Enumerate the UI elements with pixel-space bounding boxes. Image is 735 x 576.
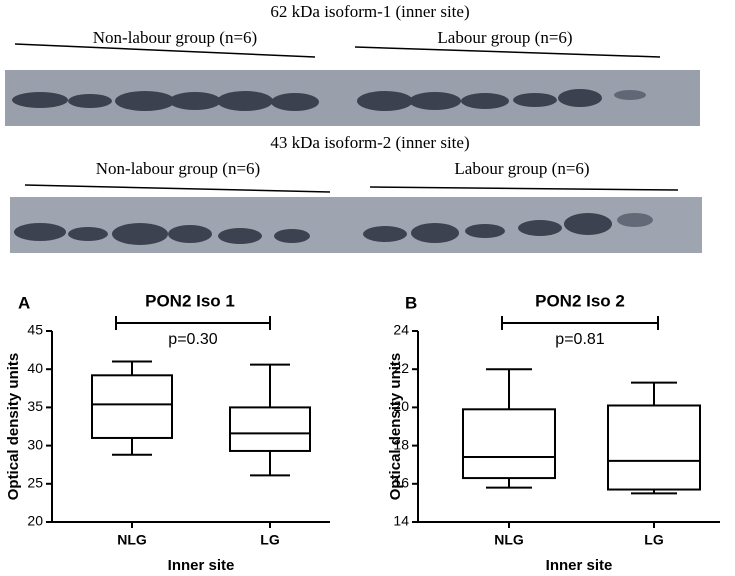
y-tick-label: 40 — [27, 360, 43, 376]
x-tick-label: LG — [260, 532, 280, 548]
x-tick-label: LG — [644, 532, 664, 548]
y-axis-label: Optical density units — [387, 353, 404, 501]
group-label: Non-labour group (n=6) — [93, 28, 257, 47]
box — [91, 374, 173, 439]
group-line — [369, 186, 679, 191]
box — [229, 406, 311, 452]
group-line — [354, 46, 661, 58]
y-tick-label: 45 — [27, 322, 43, 338]
x-tick-label: NLG — [494, 532, 524, 548]
y-tick-label: 24 — [393, 322, 409, 338]
x-tick-label: NLG — [117, 532, 147, 548]
panel-letter: B — [405, 293, 417, 312]
y-tick-label: 14 — [393, 513, 409, 529]
blot-title: 43 kDa isoform-2 (inner site) — [270, 133, 469, 152]
box — [462, 408, 556, 480]
group-line — [24, 184, 331, 193]
y-tick-label: 35 — [27, 398, 43, 414]
group-label: Non-labour group (n=6) — [96, 159, 260, 178]
y-tick-label: 30 — [27, 436, 43, 452]
y-tick-label: 20 — [393, 398, 409, 414]
blot-strip — [10, 197, 702, 253]
annotation: p=0.81 — [555, 331, 604, 348]
blot-strip — [5, 70, 700, 126]
chart-title: PON2 Iso 1 — [145, 291, 235, 310]
chart-title: PON2 Iso 2 — [535, 291, 625, 310]
annotation: p=0.30 — [168, 331, 217, 348]
y-tick-label: 16 — [393, 475, 409, 491]
box — [607, 404, 701, 491]
group-line — [14, 43, 316, 58]
y-tick-label: 18 — [393, 436, 409, 452]
y-tick-label: 22 — [393, 360, 409, 376]
blot-title: 62 kDa isoform-1 (inner site) — [270, 2, 469, 21]
y-tick-label: 20 — [27, 513, 43, 529]
y-tick-label: 25 — [27, 475, 43, 491]
group-label: Labour group (n=6) — [437, 28, 572, 47]
panel-letter: A — [18, 293, 30, 312]
y-axis-label: Optical density units — [5, 353, 22, 501]
x-axis-label: Inner site — [546, 557, 613, 574]
group-label: Labour group (n=6) — [454, 159, 589, 178]
x-axis-label: Inner site — [168, 557, 235, 574]
